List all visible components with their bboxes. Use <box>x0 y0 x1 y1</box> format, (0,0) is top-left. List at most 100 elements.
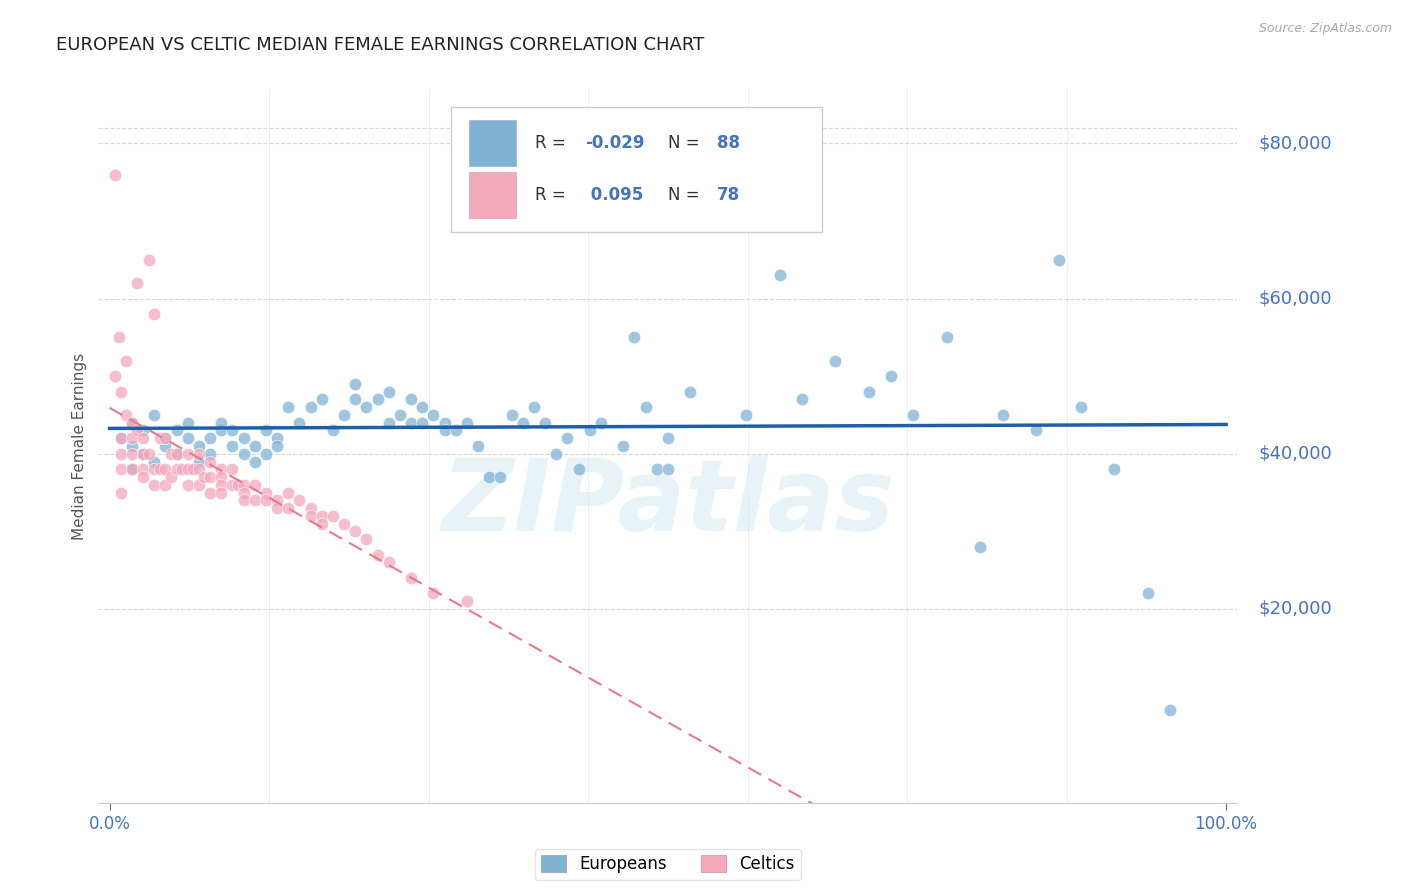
Point <box>143 477 166 491</box>
Point <box>132 424 155 438</box>
Point <box>187 447 209 461</box>
Point <box>187 439 209 453</box>
Point <box>209 462 232 476</box>
Text: N =: N = <box>668 134 704 152</box>
Point <box>232 447 254 461</box>
Point <box>221 477 243 491</box>
Point <box>277 401 299 415</box>
Point <box>193 470 215 484</box>
Point <box>155 439 177 453</box>
Point <box>512 416 534 430</box>
Point <box>177 477 200 491</box>
Point <box>790 392 813 407</box>
Legend: Europeans, Celtics: Europeans, Celtics <box>534 848 801 880</box>
Text: $20,000: $20,000 <box>1258 600 1331 618</box>
Point <box>612 439 634 453</box>
Point <box>356 401 378 415</box>
Point <box>127 276 149 290</box>
Point <box>110 431 132 445</box>
Point <box>657 431 679 445</box>
Point <box>155 477 177 491</box>
Point <box>277 485 299 500</box>
Point <box>299 508 322 523</box>
Point <box>266 439 288 453</box>
Point <box>824 353 846 368</box>
Point <box>623 330 645 344</box>
Point <box>121 416 143 430</box>
Point <box>198 447 221 461</box>
Point <box>143 454 166 468</box>
Point <box>311 516 333 531</box>
Point <box>115 353 138 368</box>
Point <box>433 424 456 438</box>
Point <box>344 376 367 391</box>
Point <box>143 462 166 476</box>
Point <box>226 477 249 491</box>
Point <box>149 431 172 445</box>
Point <box>166 424 188 438</box>
Point <box>266 501 288 516</box>
Point <box>243 454 266 468</box>
Point <box>299 401 322 415</box>
Point <box>132 462 155 476</box>
Point <box>299 501 322 516</box>
Point <box>198 431 221 445</box>
Point <box>422 586 444 600</box>
Point <box>155 431 177 445</box>
Point <box>132 470 155 484</box>
Point <box>177 416 200 430</box>
Text: Source: ZipAtlas.com: Source: ZipAtlas.com <box>1258 22 1392 36</box>
Point <box>110 431 132 445</box>
Point <box>1104 462 1126 476</box>
Text: 0.095: 0.095 <box>585 186 643 203</box>
Point <box>411 416 433 430</box>
Point <box>177 462 200 476</box>
Point <box>254 424 277 438</box>
Point <box>254 447 277 461</box>
Point <box>735 408 758 422</box>
Text: -0.029: -0.029 <box>585 134 644 152</box>
Point <box>377 555 399 569</box>
Point <box>1070 401 1092 415</box>
Point <box>266 431 288 445</box>
Point <box>177 447 200 461</box>
FancyBboxPatch shape <box>451 107 821 232</box>
Point <box>456 416 478 430</box>
Point <box>132 447 155 461</box>
Point <box>713 198 735 212</box>
Point <box>110 447 132 461</box>
Point <box>311 508 333 523</box>
Text: 88: 88 <box>717 134 740 152</box>
Point <box>858 384 880 399</box>
Text: ZIPatlas: ZIPatlas <box>441 455 894 551</box>
Point <box>183 462 205 476</box>
Point <box>143 408 166 422</box>
Text: N =: N = <box>668 186 704 203</box>
Text: EUROPEAN VS CELTIC MEDIAN FEMALE EARNINGS CORRELATION CHART: EUROPEAN VS CELTIC MEDIAN FEMALE EARNING… <box>56 36 704 54</box>
Point <box>936 330 959 344</box>
Point <box>198 485 221 500</box>
Point <box>546 447 568 461</box>
Point <box>115 408 138 422</box>
Point <box>221 424 243 438</box>
Point <box>221 439 243 453</box>
Point <box>121 447 143 461</box>
Point <box>645 462 668 476</box>
Point <box>104 369 127 384</box>
Point <box>333 408 356 422</box>
Text: $60,000: $60,000 <box>1258 290 1331 308</box>
Text: R =: R = <box>534 186 571 203</box>
Point <box>344 392 367 407</box>
Point <box>467 439 489 453</box>
Point <box>187 477 209 491</box>
Point <box>903 408 925 422</box>
Point <box>166 447 188 461</box>
Point <box>132 447 155 461</box>
Point <box>367 392 389 407</box>
Point <box>1025 424 1047 438</box>
Point <box>232 431 254 445</box>
Point <box>880 369 903 384</box>
Point <box>221 462 243 476</box>
Point <box>679 384 702 399</box>
Point <box>187 462 209 476</box>
